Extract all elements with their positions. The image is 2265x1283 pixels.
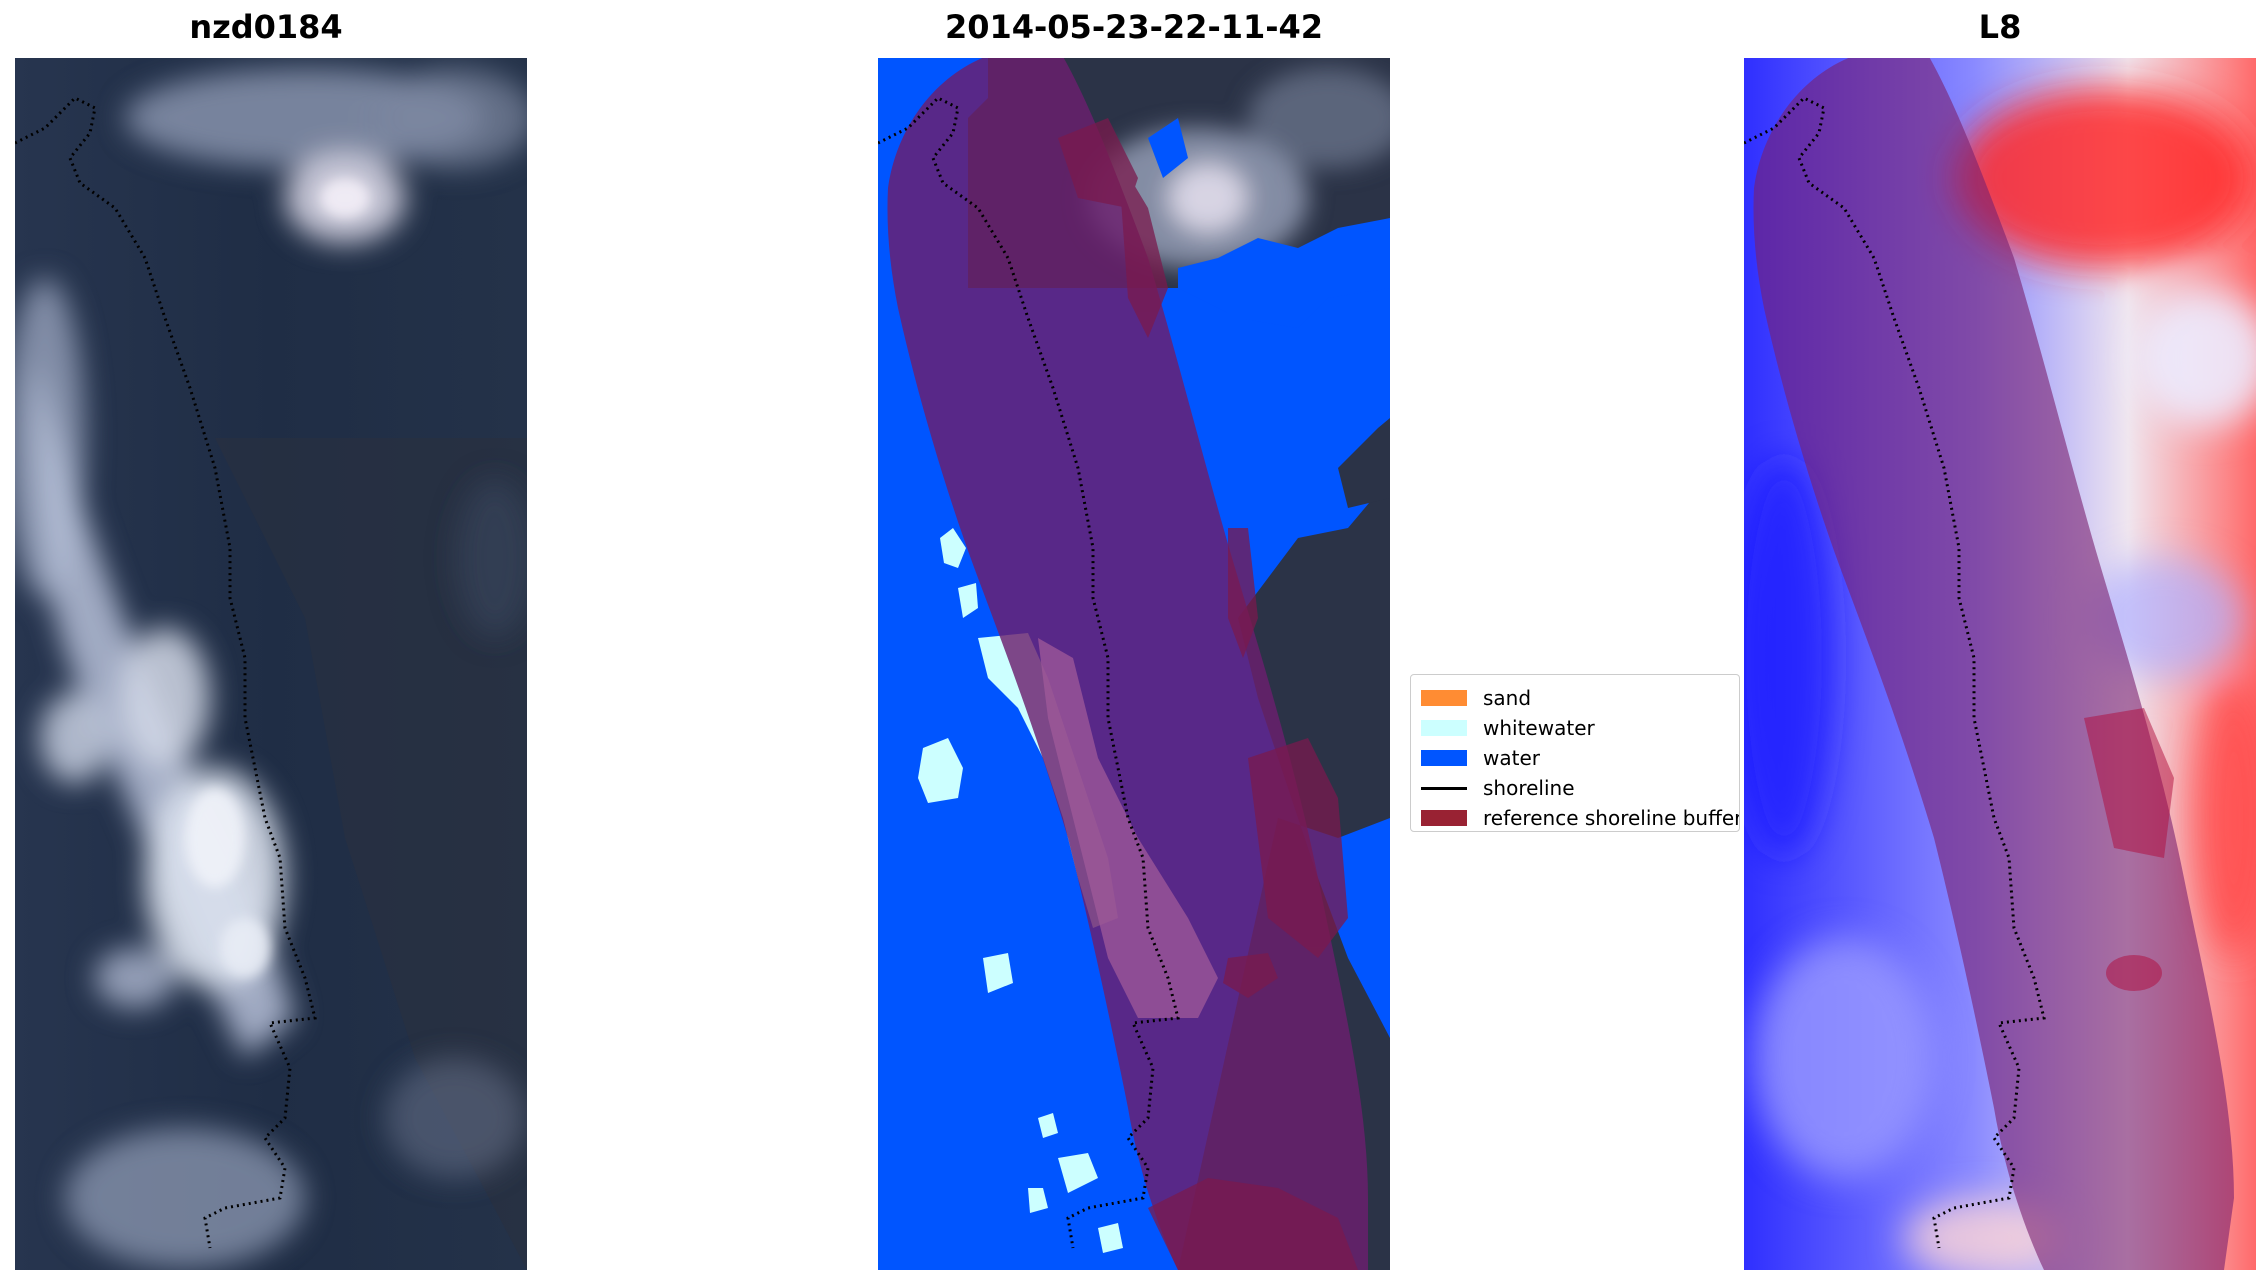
legend: sand whitewater water shoreline referenc… — [1410, 674, 1740, 832]
legend-label: reference shoreline buffer — [1483, 806, 1740, 830]
legend-swatch-buffer — [1421, 810, 1467, 826]
panel-title-classified: 2014-05-23-22-11-42 — [944, 8, 1324, 46]
legend-label: sand — [1483, 686, 1532, 710]
rgb-satellite-image — [15, 58, 527, 1270]
legend-swatch-whitewater — [1421, 720, 1467, 736]
legend-item-shoreline: shoreline — [1421, 773, 1729, 803]
legend-line-shoreline — [1421, 786, 1467, 790]
legend-item-buffer: reference shoreline buffer — [1421, 803, 1739, 831]
legend-label: whitewater — [1483, 716, 1595, 740]
legend-swatch-sand — [1421, 690, 1467, 706]
legend-item-sand: sand — [1421, 683, 1729, 713]
index-image — [1744, 58, 2256, 1270]
legend-label: water — [1483, 746, 1540, 770]
legend-swatch-water — [1421, 750, 1467, 766]
panel-title-index: L8 — [1978, 8, 2022, 46]
panel-title-rgb: nzd0184 — [189, 8, 343, 46]
legend-item-water: water — [1421, 743, 1729, 773]
legend-label: shoreline — [1483, 776, 1575, 800]
legend-item-whitewater: whitewater — [1421, 713, 1729, 743]
classified-image — [878, 58, 1390, 1270]
